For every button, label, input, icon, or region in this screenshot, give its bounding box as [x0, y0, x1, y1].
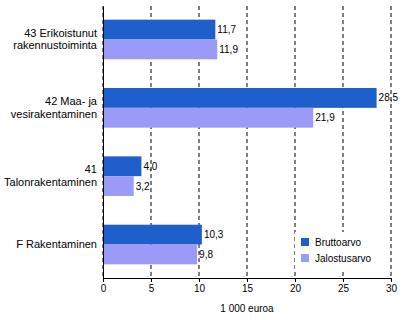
legend-background	[295, 232, 385, 270]
data-label: 28,5	[379, 92, 399, 103]
grid-line	[103, 6, 104, 278]
tick-label-line: rakennustoiminta	[13, 39, 98, 51]
data-label: 10,3	[204, 229, 224, 240]
tick-label: F Rakentaminen	[16, 238, 97, 250]
axis-line	[104, 279, 392, 283]
tick-label: 20	[290, 283, 302, 294]
plot: 11,7 28,5 4,0 10,3 11,9 21,9 3,2 9,8 0 5 10 15 20 25 3…	[4, 6, 398, 294]
bar	[103, 88, 377, 108]
data-label: 21,9	[315, 112, 335, 123]
tick: F Rakentaminen	[16, 238, 103, 250]
bar	[103, 245, 197, 265]
chart: 11,7 28,5 4,0 10,3 11,9 21,9 3,2 9,8 0 5 10 15 20 25 3…	[0, 0, 403, 320]
bars	[103, 20, 377, 265]
tick-mark	[343, 278, 344, 282]
tick-label-line: 42 Maa- ja	[45, 95, 98, 107]
bar	[103, 39, 217, 59]
tick-label: 15	[242, 283, 254, 294]
tick-label: 10	[194, 283, 206, 294]
tick-label: 43 Erikoistunutrakennustoiminta	[13, 27, 98, 52]
tick-mark	[295, 278, 296, 282]
data-label: 3,2	[136, 181, 150, 192]
tick-label: 0	[101, 283, 107, 294]
tick: 5	[149, 278, 155, 294]
axis-title: 1 000 euroa	[220, 303, 274, 314]
tick-label: 5	[149, 283, 155, 294]
tick-label: 25	[338, 283, 350, 294]
bar	[103, 108, 313, 128]
bar	[103, 20, 215, 40]
legend-label: Jalostusarvo	[315, 253, 372, 264]
data-labels: 11,7 28,5 4,0 10,3 11,9 21,9 3,2 9,8	[136, 24, 399, 260]
data-label: 4,0	[143, 161, 157, 172]
legend-swatch	[301, 238, 309, 246]
tick: 43 Erikoistunutrakennustoiminta	[13, 27, 103, 52]
tick-mark	[391, 278, 392, 282]
y-axis: 43 Erikoistunutrakennustoiminta 42 Maa- j…	[4, 7, 103, 279]
tick: 15	[242, 278, 254, 294]
tick: 30	[386, 278, 398, 294]
tick: 42 Maa- javesirakentaminen	[11, 95, 103, 120]
tick-label-line: 43 Erikoistunut	[24, 27, 97, 39]
tick-label-line: Talonrakentaminen	[4, 176, 97, 188]
tick-mark	[151, 278, 152, 282]
legend-label: Bruttoarvo	[315, 237, 362, 248]
legend: Bruttoarvo Jalostusarvo	[295, 232, 385, 270]
grid	[103, 6, 391, 278]
tick-mark	[247, 278, 248, 282]
tick: 10	[194, 278, 206, 294]
data-label: 9,8	[199, 249, 213, 260]
tick-label-line: vesirakentaminen	[11, 108, 97, 120]
tick-mark	[103, 278, 104, 282]
tick-label: 42 Maa- javesirakentaminen	[11, 95, 98, 120]
bar	[103, 156, 141, 176]
legend-swatch	[301, 254, 309, 262]
legend-item: Bruttoarvo	[301, 237, 362, 248]
tick-mark	[199, 278, 200, 282]
tick: 41Talonrakentaminen	[4, 163, 103, 188]
tick-label: 41Talonrakentaminen	[4, 163, 97, 188]
tick: 25	[338, 278, 350, 294]
tick: 0	[101, 278, 107, 294]
x-axis: 0 5 10 15 20 25 30	[101, 278, 398, 294]
bar	[103, 225, 202, 245]
data-label: 11,7	[217, 24, 236, 35]
grid-line	[391, 6, 392, 278]
legend-item: Jalostusarvo	[301, 253, 372, 264]
data-label: 11,9	[219, 44, 238, 55]
grid-line	[247, 6, 248, 278]
tick-label-line: 41	[85, 163, 97, 175]
axis-line	[103, 7, 104, 279]
bar	[103, 176, 134, 196]
tick-label-line: F Rakentaminen	[16, 238, 97, 250]
tick: 20	[290, 278, 302, 294]
tick-label: 30	[386, 283, 398, 294]
